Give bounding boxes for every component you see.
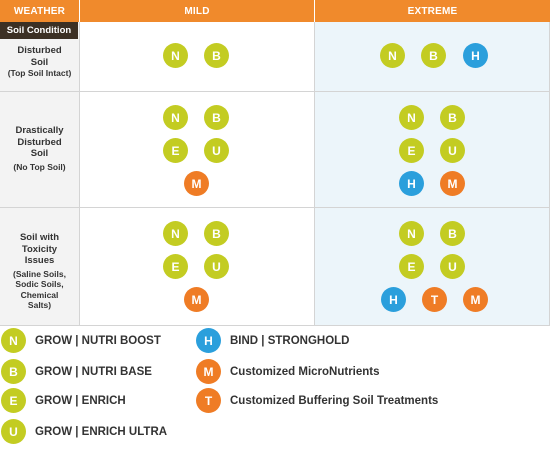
legend-label: GROW | ENRICH ULTRA (35, 425, 168, 438)
badge-u: U (440, 138, 465, 163)
badge-h: H (399, 171, 424, 196)
badge-h: H (381, 287, 406, 312)
row-subtitle: (Top Soil Intact) (7, 68, 72, 78)
badge-u: U (440, 254, 465, 279)
grid-divider (79, 22, 80, 325)
badge-h: H (463, 43, 488, 68)
header-divider (314, 0, 315, 22)
legend-label: GROW | NUTRI BOOST (35, 334, 161, 347)
grid-divider (314, 22, 315, 325)
row-label-disturbed-soil: Disturbed Soil (Top Soil Intact) (0, 45, 79, 79)
badge-m: M (184, 287, 209, 312)
badge-b: B (440, 105, 465, 130)
badge-m: M (196, 359, 221, 384)
legend-item-enrich: E GROW | ENRICH (1, 388, 126, 413)
header-mild: MILD (80, 0, 314, 22)
badge-h: H (196, 328, 221, 353)
badge-m: M (463, 287, 488, 312)
row-label-drastically-disturbed-soil: Drastically Disturbed Soil (No Top Soil) (0, 125, 79, 172)
row-subtitle: (No Top Soil) (13, 161, 66, 172)
soil-condition-label: Soil Condition (0, 22, 78, 39)
header-divider (79, 0, 80, 22)
extreme-column (315, 22, 550, 325)
legend-label: Customized MicroNutrients (230, 365, 380, 378)
badge-b: B (1, 359, 26, 384)
row-divider (0, 207, 550, 208)
badge-n: N (399, 221, 424, 246)
legend-item-nutri-base: B GROW | NUTRI BASE (1, 359, 152, 384)
badge-u: U (204, 254, 229, 279)
row-subtitle: (Saline Soils, Sodic Soils, Chemical Sal… (13, 268, 66, 311)
badge-e: E (163, 254, 188, 279)
legend-item-micronutrients: M Customized MicroNutrients (196, 359, 380, 384)
badge-n: N (380, 43, 405, 68)
header-extreme: EXTREME (315, 0, 550, 22)
row-label-column (0, 22, 79, 325)
header-weather: WEATHER (0, 0, 79, 22)
badge-e: E (399, 254, 424, 279)
badge-e: E (1, 388, 26, 413)
row-title: Soil with Toxicity Issues (19, 232, 60, 266)
legend-item-nutri-boost: N GROW | NUTRI BOOST (1, 328, 161, 353)
row-divider (0, 91, 550, 92)
badge-n: N (163, 43, 188, 68)
row-label-soil-toxicity: Soil with Toxicity Issues (Saline Soils,… (0, 232, 79, 311)
legend-label: GROW | NUTRI BASE (35, 365, 152, 378)
legend-item-buffering-treatments: T Customized Buffering Soil Treatments (196, 388, 438, 413)
badge-t: T (422, 287, 447, 312)
badge-e: E (399, 138, 424, 163)
legend-item-stronghold: H BIND | STRONGHOLD (196, 328, 350, 353)
badge-u: U (1, 419, 26, 444)
legend-item-enrich-ultra: U GROW | ENRICH ULTRA (1, 419, 167, 444)
badge-b: B (204, 221, 229, 246)
badge-b: B (204, 43, 229, 68)
badge-t: T (196, 388, 221, 413)
row-divider (0, 325, 550, 326)
legend-label: Customized Buffering Soil Treatments (230, 394, 439, 407)
badge-b: B (421, 43, 446, 68)
row-title: Disturbed Soil (17, 45, 62, 68)
badge-b: B (440, 221, 465, 246)
badge-u: U (204, 138, 229, 163)
badge-m: M (184, 171, 209, 196)
legend-label: BIND | STRONGHOLD (230, 334, 350, 347)
badge-n: N (1, 328, 26, 353)
badge-n: N (163, 221, 188, 246)
badge-n: N (163, 105, 188, 130)
row-title: Drastically Disturbed Soil (15, 125, 64, 159)
legend-label: GROW | ENRICH (35, 394, 126, 407)
badge-n: N (399, 105, 424, 130)
badge-e: E (163, 138, 188, 163)
badge-m: M (440, 171, 465, 196)
badge-b: B (204, 105, 229, 130)
